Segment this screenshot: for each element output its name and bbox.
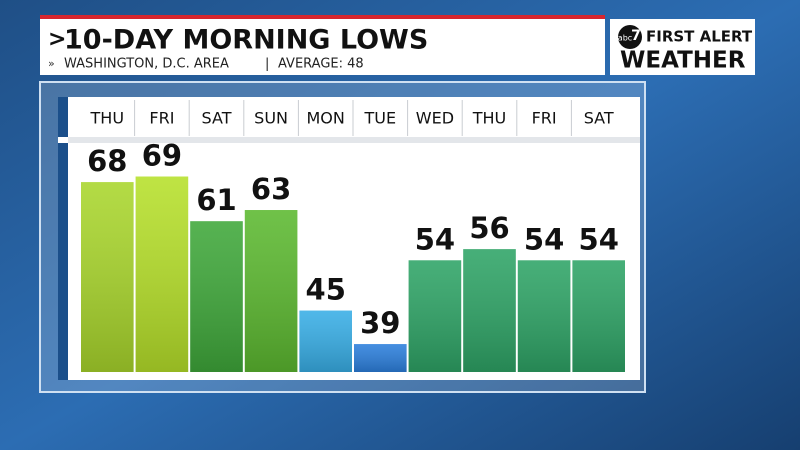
- value-label: 68: [87, 144, 127, 178]
- bar: [299, 310, 352, 372]
- day-label: THU: [90, 109, 125, 128]
- day-label: MON: [307, 109, 345, 128]
- value-label: 63: [251, 172, 291, 206]
- value-label: 69: [142, 139, 182, 173]
- stripe: [58, 97, 68, 137]
- day-label: SAT: [584, 109, 614, 128]
- stripe: [58, 143, 68, 380]
- subtitle: WASHINGTON, D.C. AREA: [64, 57, 229, 72]
- bar: [463, 249, 516, 372]
- header: [40, 19, 605, 75]
- value-label: 54: [415, 222, 455, 256]
- day-label: THU: [472, 109, 507, 128]
- logo-number: 7: [631, 28, 641, 44]
- day-label: WED: [416, 109, 454, 128]
- value-label: 56: [469, 211, 509, 245]
- day-label: SUN: [254, 109, 288, 128]
- brand-line2: WEATHER: [620, 48, 746, 74]
- separator: |: [265, 57, 269, 72]
- accent-line: [40, 15, 605, 19]
- logo-text: abc: [618, 34, 632, 43]
- day-label: FRI: [532, 109, 557, 128]
- chevrons: »: [48, 57, 55, 70]
- bar: [190, 221, 243, 372]
- bar: [135, 176, 189, 372]
- day-label: TUE: [364, 109, 397, 128]
- value-label: 39: [360, 306, 400, 340]
- bar: [244, 210, 298, 372]
- value-label: 54: [524, 222, 564, 256]
- bar: [572, 260, 625, 372]
- bar: [517, 260, 571, 372]
- bar: [81, 182, 134, 372]
- divider: [68, 137, 640, 143]
- average: AVERAGE: 48: [278, 57, 364, 72]
- chevron: >: [48, 27, 66, 52]
- value-label: 61: [196, 183, 236, 217]
- day-label: SAT: [202, 109, 232, 128]
- title: 10-DAY MORNING LOWS: [64, 25, 428, 56]
- logo: [618, 25, 642, 49]
- day-label: FRI: [149, 109, 174, 128]
- value-label: 54: [579, 222, 619, 256]
- value-label: 45: [306, 273, 346, 307]
- bar: [354, 344, 407, 372]
- bar: [408, 260, 462, 372]
- brand-line1: FIRST ALERT: [646, 28, 753, 46]
